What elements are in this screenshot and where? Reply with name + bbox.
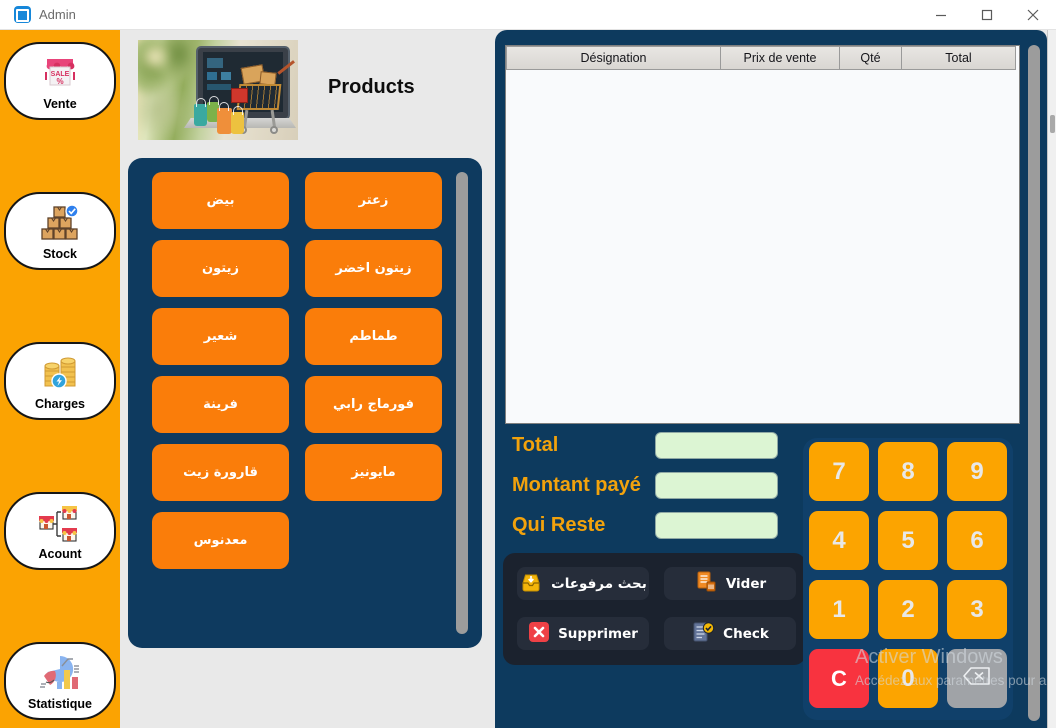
maximize-button[interactable]: [964, 0, 1010, 29]
sidebar: SALE % Vente: [0, 30, 120, 728]
shopping-bag: [231, 106, 244, 134]
inbox-icon: [519, 571, 543, 597]
sidebar-item-stock[interactable]: Stock: [4, 192, 116, 270]
column-header-total[interactable]: Total: [901, 46, 1016, 70]
numpad-key-1[interactable]: 1: [809, 580, 869, 639]
shopping-bag: [194, 98, 207, 126]
numpad: 7 8 9 4 5 6 1 2 3 C 0 ⌫: [803, 438, 1013, 720]
products-grid: بيض زعتر زيتون زيتون اخضر شعير طماطم فري…: [152, 172, 442, 569]
product-button[interactable]: زعتر: [305, 172, 442, 229]
invoice-table: Désignation Prix de vente Qté Total: [505, 45, 1020, 424]
clear-document-icon: [694, 571, 718, 597]
product-button[interactable]: فرينة: [152, 376, 289, 433]
invoice-table-body: [506, 70, 1019, 424]
stores-network-icon: [38, 502, 82, 546]
column-header-prix[interactable]: Prix de vente: [720, 46, 840, 70]
stock-boxes-icon: [39, 202, 81, 246]
products-scrollbar[interactable]: [456, 172, 468, 634]
titlebar: Admin: [0, 0, 1056, 30]
charts-icon: [38, 652, 82, 696]
window-title: Admin: [39, 7, 76, 22]
products-photo: [138, 40, 298, 140]
numpad-key-2[interactable]: 2: [878, 580, 938, 639]
sidebar-item-label: Stock: [42, 246, 78, 261]
backspace-icon: [962, 665, 992, 693]
numpad-key-backspace[interactable]: ⌫: [947, 649, 1007, 708]
numpad-key-8[interactable]: 8: [878, 442, 938, 501]
qui-reste-label: Qui Reste: [512, 514, 606, 536]
total-label: Total: [512, 434, 559, 456]
app-icon: [14, 6, 31, 23]
sidebar-item-label: Vente: [43, 96, 77, 111]
sidebar-item-label: Acount: [38, 546, 82, 561]
product-button[interactable]: زيتون: [152, 240, 289, 297]
sidebar-item-label: Statistique: [28, 696, 92, 711]
numpad-key-9[interactable]: 9: [947, 442, 1007, 501]
products-panel: بيض زعتر زيتون زيتون اخضر شعير طماطم فري…: [128, 158, 482, 648]
sidebar-item-statistique[interactable]: Statistique: [4, 642, 116, 720]
numpad-key-5[interactable]: 5: [878, 511, 938, 570]
numpad-key-3[interactable]: 3: [947, 580, 1007, 639]
product-button[interactable]: طماطم: [305, 308, 442, 365]
page-title: Products: [328, 76, 415, 98]
sale-panel-scrollbar[interactable]: [1028, 45, 1040, 721]
coins-icon: [39, 352, 81, 396]
svg-text:%: %: [56, 77, 63, 86]
shopping-bag: [217, 102, 232, 134]
search-uploads-button[interactable]: بحث مرفوعات: [517, 567, 649, 600]
product-button[interactable]: قارورة زيت: [152, 444, 289, 501]
numpad-key-7[interactable]: 7: [809, 442, 869, 501]
numpad-key-0[interactable]: 0: [878, 649, 938, 708]
column-header-designation[interactable]: Désignation: [506, 46, 721, 70]
sale-store-icon: SALE %: [39, 52, 81, 96]
delete-x-icon: [528, 621, 550, 647]
numpad-key-6[interactable]: 6: [947, 511, 1007, 570]
product-button[interactable]: شعير: [152, 308, 289, 365]
actions-panel: بحث مرفوعات Vider: [503, 553, 806, 665]
montant-paye-label: Montant payé: [512, 474, 641, 496]
center-column: Products بيض زعتر زيتون زيتون اخضر شعير …: [120, 30, 495, 728]
product-button[interactable]: زيتون اخضر: [305, 240, 442, 297]
qui-reste-field[interactable]: [655, 512, 778, 539]
montant-paye-field[interactable]: [655, 472, 778, 499]
sidebar-item-charges[interactable]: Charges: [4, 342, 116, 420]
edge-scrollbar-thumb: [1050, 115, 1055, 133]
product-button[interactable]: مايونيز: [305, 444, 442, 501]
shopping-bag: [207, 96, 219, 122]
check-button[interactable]: Check: [664, 617, 796, 650]
total-field[interactable]: [655, 432, 778, 459]
minimize-button[interactable]: [918, 0, 964, 29]
window-controls: [918, 0, 1056, 29]
invoice-table-header: Désignation Prix de vente Qté Total: [506, 46, 1019, 70]
column-header-qte[interactable]: Qté: [839, 46, 902, 70]
sidebar-item-label: Charges: [34, 396, 86, 411]
background-window-edge: [1047, 30, 1056, 728]
main-area: SALE % Vente: [0, 30, 1056, 728]
product-button[interactable]: بيض: [152, 172, 289, 229]
vider-button[interactable]: Vider: [664, 567, 796, 600]
sale-panel: Désignation Prix de vente Qté Total Tota…: [495, 30, 1047, 728]
product-button[interactable]: فورماج رابي: [305, 376, 442, 433]
sidebar-item-acount[interactable]: Acount: [4, 492, 116, 570]
numpad-key-4[interactable]: 4: [809, 511, 869, 570]
sidebar-item-vente[interactable]: SALE % Vente: [4, 42, 116, 120]
supprimer-button[interactable]: Supprimer: [517, 617, 649, 650]
checklist-icon: [691, 621, 715, 647]
product-button[interactable]: معدنوس: [152, 512, 289, 569]
svg-text:SALE: SALE: [51, 71, 70, 78]
close-button[interactable]: [1010, 0, 1056, 29]
numpad-key-clear[interactable]: C: [809, 649, 869, 708]
